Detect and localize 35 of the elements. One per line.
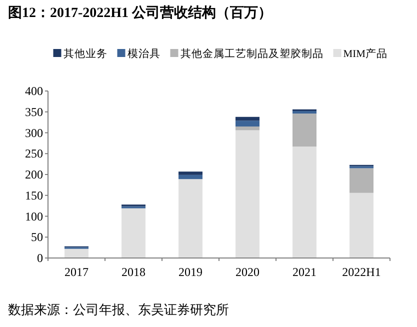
legend-label: 其他业务 [63,47,108,60]
y-tick-label: 250 [25,146,43,161]
legend-label: MIM产品 [343,47,388,60]
bar [178,179,202,258]
y-tick-label: 50 [31,230,43,244]
bar [292,146,316,258]
bar [178,172,202,175]
legend-label: 模治具 [127,48,160,60]
y-tick-label: 0 [37,251,43,265]
y-tick-label: 100 [25,209,43,224]
bar [64,248,88,258]
y-tick-label: 150 [25,188,43,202]
x-tick-label: 2018 [122,265,146,279]
y-tick-label: 200 [25,168,43,182]
bar [350,168,374,193]
x-tick-label: 2021 [292,265,316,279]
x-tick-label: 2020 [236,265,260,279]
bar [236,130,260,258]
bar [236,116,260,121]
x-tick-label: 2019 [178,265,202,279]
bar [178,174,202,180]
y-tick-label: 300 [25,126,43,140]
x-tick-label: 2017 [64,265,88,279]
bar [292,111,316,114]
legend-label: 其他金属工艺制品及塑胶制品 [180,47,324,60]
x-tick-label: 2022H1 [342,265,381,279]
y-tick-label: 400 [25,84,43,98]
bar [236,120,260,126]
bar [292,114,316,147]
y-tick-label: 350 [25,104,43,119]
bar [122,208,146,258]
chart-title: 图12：2017-2022H1 公司营收结构（百万） [8,5,272,21]
source-note: 数据来源：公司年报、东吴证券研究所 [8,302,229,317]
bar [236,126,260,130]
bar [350,192,374,258]
